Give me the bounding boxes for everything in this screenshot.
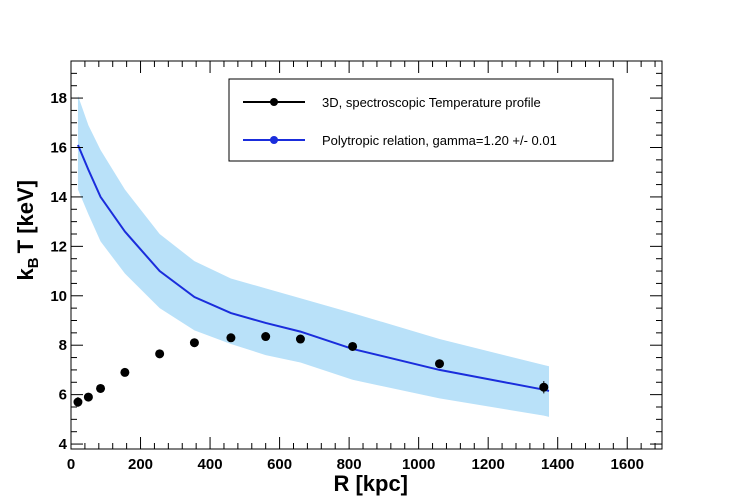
- axis-ticks: [70, 60, 662, 449]
- y-axis-title: kB T [keV]: [13, 180, 42, 280]
- legend: 3D, spectroscopic Temperature profile Po…: [228, 78, 614, 162]
- confidence-band-layer: [77, 95, 550, 417]
- y-tick-label: 10: [50, 288, 67, 305]
- data-point: [155, 349, 165, 359]
- x-axis-title: R [kpc]: [333, 471, 408, 496]
- legend-box: [228, 78, 614, 162]
- data-point: [96, 383, 106, 393]
- plot-frame: [70, 60, 663, 450]
- legend-label-polytropic: Polytropic relation, gamma=1.20 +/- 0.01: [322, 133, 557, 148]
- x-tick-label: 600: [267, 456, 292, 473]
- legend-marker-dot-polytropic: [270, 136, 278, 144]
- y-tick-label: 18: [50, 90, 67, 107]
- y-tick-label: 6: [59, 387, 67, 404]
- x-tick-label: 200: [128, 456, 153, 473]
- x-tick-label: 800: [337, 456, 362, 473]
- x-tick-label: 1600: [611, 456, 644, 473]
- legend-label-temperature: 3D, spectroscopic Temperature profile: [322, 95, 541, 110]
- x-tick-label: 1200: [471, 456, 504, 473]
- tick-labels: 0 200 400 600 800 1000 1200 1400 1600 4 6 8 10 12 14 16…: [50, 90, 644, 473]
- y-tick-label: 8: [59, 337, 67, 354]
- y-tick-label: 4: [59, 436, 68, 453]
- data-point: [83, 392, 93, 402]
- y-tick-label: 12: [50, 238, 67, 255]
- data-point: [435, 359, 445, 369]
- y-tick-label: 14: [50, 189, 67, 206]
- data-point: [295, 334, 305, 344]
- y-tick-label: 16: [50, 139, 67, 156]
- polytropic-line: [77, 144, 550, 392]
- confidence-band: [77, 95, 550, 417]
- data-point: [73, 397, 83, 407]
- data-point: [226, 333, 236, 343]
- legend-marker-dot-temperature: [270, 98, 278, 106]
- data-point: [189, 338, 199, 348]
- data-point-layer: [73, 332, 549, 407]
- polytropic-line-layer: [77, 144, 550, 392]
- x-tick-label: 400: [198, 456, 223, 473]
- y-axis-title-rest: T [keV]: [13, 180, 38, 253]
- data-point: [348, 341, 358, 351]
- x-tick-label: 1000: [402, 456, 435, 473]
- data-point: [539, 382, 549, 392]
- y-axis-title-main: k: [13, 267, 38, 280]
- y-axis-title-subscript: B: [25, 257, 42, 268]
- x-tick-label: 1400: [541, 456, 574, 473]
- data-point: [120, 367, 130, 377]
- x-tick-label: 0: [67, 456, 75, 473]
- data-point: [261, 332, 271, 342]
